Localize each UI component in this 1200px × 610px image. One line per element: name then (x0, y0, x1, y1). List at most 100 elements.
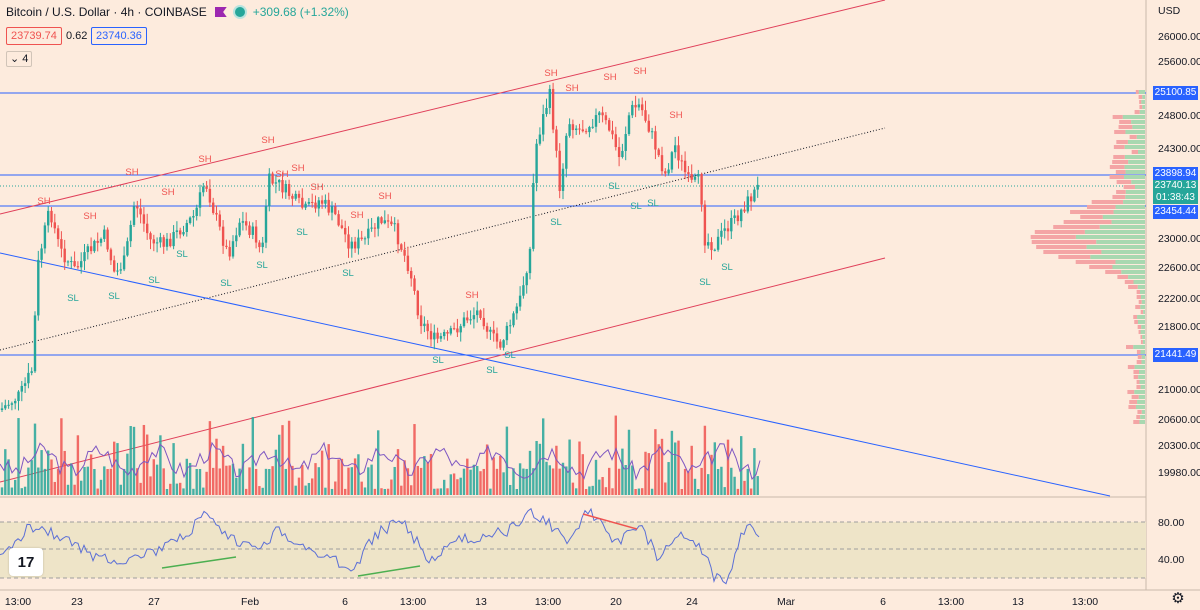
channel-upper-line[interactable] (0, 0, 886, 215)
candle-body (730, 217, 733, 232)
volume-bar (235, 477, 238, 495)
symbol-title[interactable]: Bitcoin / U.S. Dollar · 4h · COINBASE (6, 5, 207, 19)
volume-bar (47, 450, 50, 495)
volume-bar (588, 486, 591, 495)
volume-bar (423, 456, 426, 495)
candle-body (254, 226, 258, 243)
volume-profile-sell (1129, 135, 1137, 139)
candle-body (73, 261, 76, 267)
candle-body (677, 145, 680, 161)
volume-bar (743, 480, 746, 495)
time-tick: Mar (777, 596, 796, 608)
candle-body (212, 202, 215, 213)
candle-body (119, 269, 122, 271)
candle-body (624, 134, 627, 151)
volume-bar (185, 458, 188, 495)
volume-bar (53, 481, 56, 495)
candle-body (383, 220, 386, 224)
volume-profile-sell (1116, 180, 1132, 184)
candle-body (264, 206, 268, 243)
tradingview-logo[interactable]: 17 (9, 548, 43, 576)
swing-high-label: SH (465, 290, 478, 301)
channel-middle-line[interactable] (0, 127, 886, 351)
candle-body (505, 325, 509, 341)
candle-body (439, 336, 443, 339)
volume-bar (518, 463, 522, 495)
volume-bar (720, 466, 723, 495)
volume-profile-buy (1140, 415, 1145, 419)
volume-bar (419, 467, 423, 495)
volume-bar (459, 477, 462, 495)
volume-bar (334, 481, 337, 495)
volume-profile-buy (1096, 240, 1145, 244)
candle-body (743, 209, 746, 212)
volume-bars (0, 415, 761, 495)
descending-trend-line[interactable] (0, 252, 1111, 497)
volume-profile-sell (1043, 250, 1102, 254)
candle-body (284, 184, 287, 193)
volume-profile-sell (1118, 125, 1133, 129)
volume-profile-sell (1030, 235, 1076, 239)
candle-body (667, 169, 670, 174)
volume-bar (109, 468, 113, 495)
level-price-label[interactable]: 23454.44 (1153, 205, 1198, 219)
channel-lower-line[interactable] (0, 257, 886, 483)
volume-bar (535, 440, 538, 495)
price-tick: 21800.00 (1158, 321, 1200, 333)
candle-body (301, 197, 304, 208)
candle-body (710, 242, 713, 251)
candle-body (565, 135, 568, 169)
price-axis[interactable]: USD 26000.00 25600.00 24800.00 24300.00 … (1158, 5, 1200, 566)
candle-body (122, 255, 126, 270)
time-axis[interactable]: 13:00 23 27 Feb 6 13:00 13 13:00 20 24 M… (5, 596, 1098, 608)
swing-low-label: SL (630, 201, 642, 212)
swing-high-label: SH (633, 66, 646, 77)
volume-bar (390, 479, 393, 495)
level-price-label[interactable]: 23898.94 (1153, 167, 1198, 181)
volume-bar (479, 471, 482, 495)
volume-bar (393, 466, 396, 495)
candle-body (363, 238, 367, 240)
volume-bar (212, 467, 215, 495)
volume-profile-sell (1116, 140, 1128, 144)
flag-icon[interactable] (214, 7, 227, 17)
volume-bar (548, 465, 551, 495)
time-tick: 13 (1012, 596, 1024, 608)
volume-profile-sell (1134, 320, 1138, 324)
candle-body (162, 237, 165, 247)
volume-bar (400, 485, 403, 495)
gear-icon[interactable]: ⚙ (1171, 590, 1185, 607)
time-tick: 13:00 (535, 596, 561, 608)
level-price-label[interactable]: 21441.49 (1153, 348, 1198, 362)
volume-bar (155, 464, 159, 495)
swing-low-label: SL (148, 275, 160, 286)
volume-bar (251, 417, 254, 495)
sell-button[interactable]: 23739.74 (6, 27, 62, 45)
level-price-label[interactable]: 25100.85 (1153, 86, 1198, 100)
candle-body (106, 229, 109, 250)
candle-body (674, 145, 677, 153)
volume-bar (505, 426, 509, 495)
indicators-toggle-button[interactable]: ⌄ 4 (6, 51, 33, 67)
horizontal-levels[interactable] (0, 92, 1146, 356)
volume-profile-sell (1136, 295, 1141, 299)
volume-bar (20, 488, 23, 495)
buy-button[interactable]: 23740.36 (91, 27, 147, 45)
last-price-label[interactable]: 23740.13 01:38:43 (1153, 180, 1198, 204)
volume-profile-buy (1137, 315, 1145, 319)
volume-bar (538, 443, 542, 495)
candle-body (558, 150, 561, 191)
volume-profile-sell (1112, 195, 1126, 199)
symbol-legend[interactable]: Bitcoin / U.S. Dollar · 4h · COINBASE +3… (6, 4, 349, 20)
volume-bar (86, 466, 89, 495)
candle-body (185, 222, 188, 233)
candle-body (314, 202, 317, 209)
candle-body (644, 110, 647, 121)
rsi-tick: 40.00 (1158, 554, 1184, 566)
candle-body (337, 214, 340, 226)
volume-profile-sell (1133, 375, 1139, 379)
volume-bar (14, 479, 17, 495)
volume-bar (664, 482, 667, 495)
volume-bar (297, 477, 301, 495)
